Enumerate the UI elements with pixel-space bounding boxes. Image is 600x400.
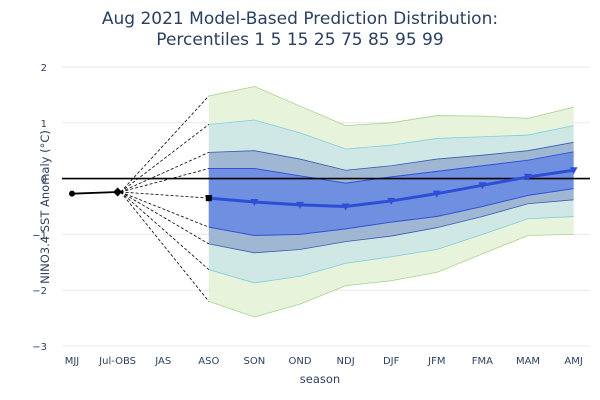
y-tick-label: −3 xyxy=(32,342,47,353)
fan-line-p95 xyxy=(120,124,210,193)
x-tick-label: ASO xyxy=(198,356,219,367)
y-axis-tick-labels: −3 −2 −1 0 1 2 xyxy=(32,63,47,353)
median-point xyxy=(250,199,259,207)
y-tick-label: −1 xyxy=(32,230,47,241)
x-tick-label: JAS xyxy=(154,356,171,367)
fan-connector-lines xyxy=(120,95,210,302)
fan-line-p5 xyxy=(120,191,210,270)
observed-point xyxy=(113,187,123,197)
x-axis-title: season xyxy=(300,372,340,386)
percentile-line-p85 xyxy=(208,141,574,171)
percentile-line-p99 xyxy=(208,86,574,126)
x-tick-label: NDJ xyxy=(337,356,355,367)
y-tick-label: 2 xyxy=(41,63,47,74)
percentile-line-p95 xyxy=(208,119,574,150)
x-tick-label: FMA xyxy=(472,356,493,367)
fan-line-p75 xyxy=(120,168,209,193)
observed-line xyxy=(71,191,118,195)
percentile-line-p15 xyxy=(208,199,574,254)
chart-subtitle: Percentiles 1 5 15 25 75 85 95 99 xyxy=(156,30,443,50)
percentile-line-p75 xyxy=(208,151,574,184)
fan-line-p25 xyxy=(120,191,209,228)
x-tick-label: MAM xyxy=(516,356,540,367)
percentile-line-p25 xyxy=(208,188,574,237)
observed-point xyxy=(69,190,75,197)
median-point xyxy=(432,190,441,198)
median-point xyxy=(296,201,304,209)
percentile-lines xyxy=(208,86,574,318)
percentile-line-p1 xyxy=(208,234,574,318)
percentile-line-p5 xyxy=(208,216,574,284)
observed-series xyxy=(69,187,123,197)
fan-line-p15 xyxy=(120,191,210,245)
fan-line-p85 xyxy=(120,152,209,193)
median-point xyxy=(341,203,350,211)
y-tick-label: 1 xyxy=(41,119,47,130)
x-tick-label: OND xyxy=(288,356,311,367)
x-tick-label: SON xyxy=(244,356,266,367)
y-tick-label: 0 xyxy=(41,175,47,186)
median-point xyxy=(478,182,487,190)
median-point xyxy=(524,173,532,181)
median-point xyxy=(569,167,578,175)
x-tick-label: MJJ xyxy=(65,356,80,367)
band-p25-p75 xyxy=(208,151,574,236)
x-tick-label: AMJ xyxy=(564,356,582,367)
chart-title: Aug 2021 Model-Based Prediction Distribu… xyxy=(102,9,498,29)
fan-line-p1 xyxy=(120,191,210,302)
y-tick-label: −2 xyxy=(32,286,47,297)
x-tick-label: DJF xyxy=(383,356,400,367)
fan-line-p99 xyxy=(120,95,210,193)
fan-line-median xyxy=(120,191,209,199)
x-axis-tick-labels: MJJ Jul-OBS JAS ASO SON OND NDJ DJF JFM FMA MAM AMJ xyxy=(65,356,583,367)
forecast-start-marker xyxy=(205,195,212,202)
y-axis-title: NINO3.4 SST Anomaly (°C) xyxy=(38,130,52,284)
median-series xyxy=(204,167,578,211)
x-tick-label: JFM xyxy=(427,356,445,367)
x-tick-label: Jul-OBS xyxy=(98,356,136,367)
median-point xyxy=(387,197,396,205)
